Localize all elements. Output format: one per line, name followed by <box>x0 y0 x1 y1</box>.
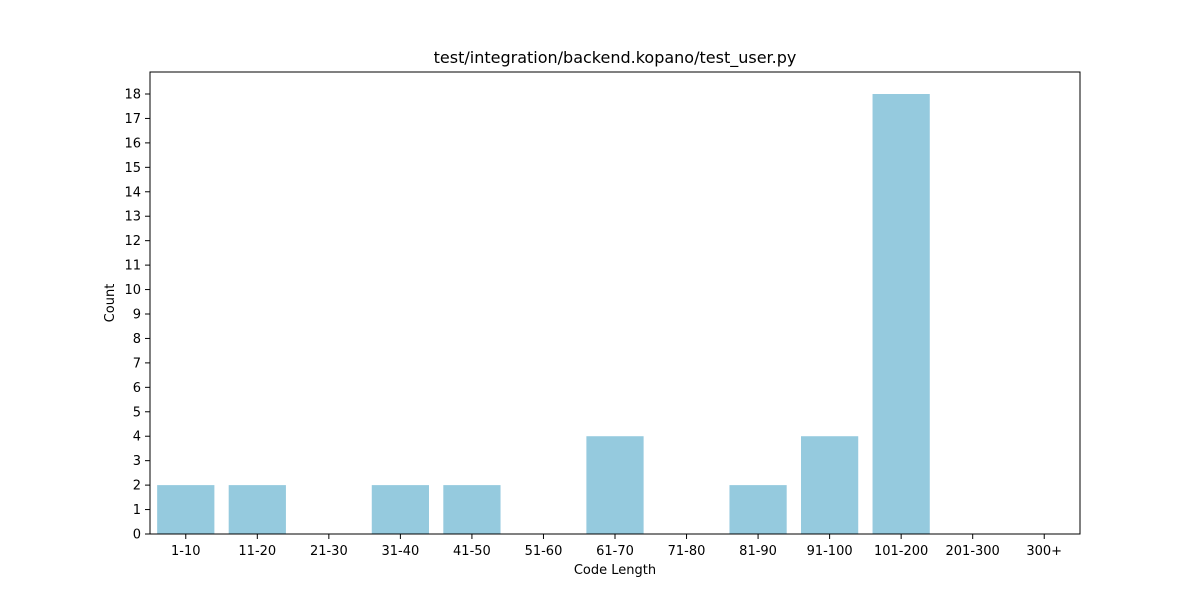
y-tick-label: 5 <box>133 405 141 420</box>
bar-1-10 <box>157 485 215 534</box>
y-tick-label: 11 <box>124 259 141 274</box>
x-tick-label: 31-40 <box>381 544 419 559</box>
y-tick-label: 16 <box>124 136 141 151</box>
y-tick-label: 0 <box>133 528 141 543</box>
y-tick-label: 6 <box>133 381 141 396</box>
x-tick-label: 61-70 <box>596 544 634 559</box>
x-tick-label: 201-300 <box>946 544 1000 559</box>
bar-31-40 <box>371 485 429 534</box>
bar-101-200 <box>872 94 930 534</box>
x-tick-label: 101-200 <box>874 544 928 559</box>
y-tick-label: 14 <box>124 185 141 200</box>
bar-61-70 <box>586 436 644 534</box>
bars-group <box>157 94 930 534</box>
y-tick-label: 3 <box>133 454 141 469</box>
x-tick-label: 1-10 <box>171 544 201 559</box>
y-tick-label: 12 <box>124 234 141 249</box>
x-tick-label: 41-50 <box>453 544 491 559</box>
y-tick-label: 4 <box>133 430 141 445</box>
x-tick-label: 71-80 <box>668 544 706 559</box>
x-tick-label: 11-20 <box>238 544 276 559</box>
y-tick-label: 13 <box>124 210 141 225</box>
y-tick-label: 10 <box>124 283 141 298</box>
x-tick-label: 51-60 <box>525 544 563 559</box>
y-tick-label: 17 <box>124 112 141 127</box>
y-tick-label: 1 <box>133 503 141 518</box>
y-tick-label: 8 <box>133 332 141 347</box>
x-tick-label: 81-90 <box>739 544 777 559</box>
bar-41-50 <box>443 485 501 534</box>
y-tick-label: 18 <box>124 88 141 103</box>
x-axis: 1-10 11-20 21-30 31-40 41-50 51-60 61-70 71-80 8… <box>171 534 1062 559</box>
y-axis-title: Count <box>103 284 118 323</box>
y-tick-label: 2 <box>133 479 141 494</box>
x-axis-title: Code Length <box>574 563 656 578</box>
bar-81-90 <box>729 485 787 534</box>
x-tick-label: 21-30 <box>310 544 348 559</box>
x-tick-label: 300+ <box>1026 544 1062 559</box>
chart-title: test/integration/backend.kopano/test_use… <box>434 48 797 68</box>
y-tick-label: 9 <box>133 308 141 323</box>
bar-11-20 <box>228 485 286 534</box>
x-tick-label: 91-100 <box>807 544 853 559</box>
bar-91-100 <box>801 436 859 534</box>
y-tick-label: 7 <box>133 356 141 371</box>
y-tick-label: 15 <box>124 161 141 176</box>
